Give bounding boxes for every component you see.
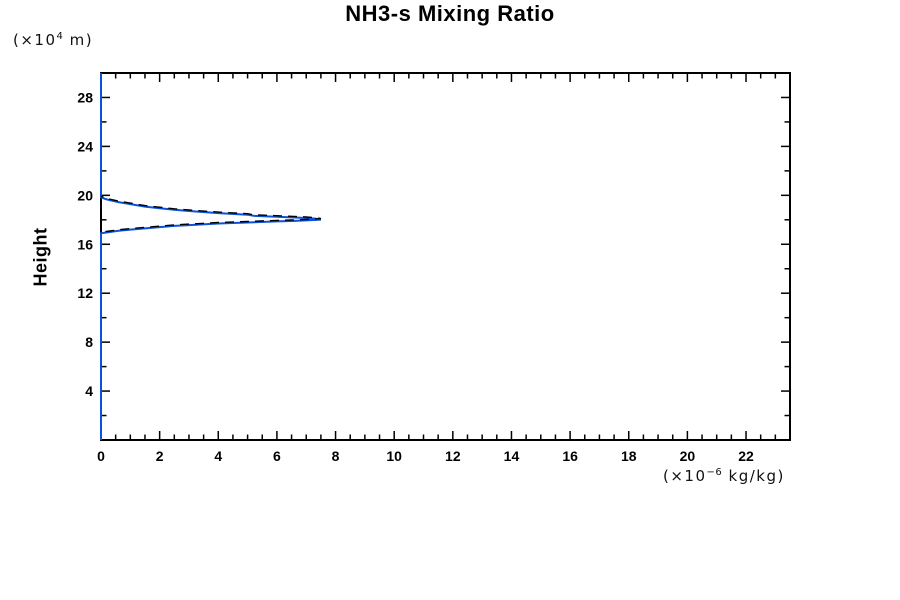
y-tick-label: 4: [85, 383, 93, 399]
x-tick-label: 8: [332, 448, 340, 464]
x-tick-label: 18: [621, 448, 637, 464]
x-tick-label: 22: [738, 448, 754, 464]
y-tick-label: 8: [85, 334, 93, 350]
y-unit-exponent: 4: [56, 31, 64, 42]
y-tick-label: 16: [77, 236, 93, 252]
x-tick-label: 4: [214, 448, 222, 464]
y-tick-label: 12: [77, 285, 93, 301]
x-tick-label: 20: [680, 448, 696, 464]
plot-frame: [100, 72, 791, 441]
profile-line-solid: [100, 73, 322, 440]
x-unit-exponent: −6: [706, 467, 723, 478]
x-axis-unit-label: (×10−6 kg/kg): [663, 467, 785, 485]
x-tick-label: 16: [562, 448, 578, 464]
chart-title: NH3-s Mixing Ratio: [345, 1, 555, 26]
y-tick-label: 28: [77, 89, 93, 105]
x-tick-label: 12: [445, 448, 461, 464]
x-tick-label: 14: [504, 448, 520, 464]
y-tick-label: 24: [77, 138, 93, 154]
y-tick-label: 20: [77, 187, 93, 203]
x-unit-prefix: (×10: [663, 467, 707, 485]
x-tick-label: 6: [273, 448, 281, 464]
x-unit-suffix: kg/kg): [722, 467, 785, 485]
x-tick-label: 2: [156, 448, 164, 464]
y-unit-prefix: (×10: [13, 31, 57, 49]
x-tick-label: 0: [97, 448, 105, 464]
y-axis-unit-label: (×104 m): [13, 31, 93, 49]
x-tick-label: 10: [386, 448, 402, 464]
profile-line-dashed: [100, 195, 322, 233]
y-unit-suffix: m): [63, 31, 94, 49]
